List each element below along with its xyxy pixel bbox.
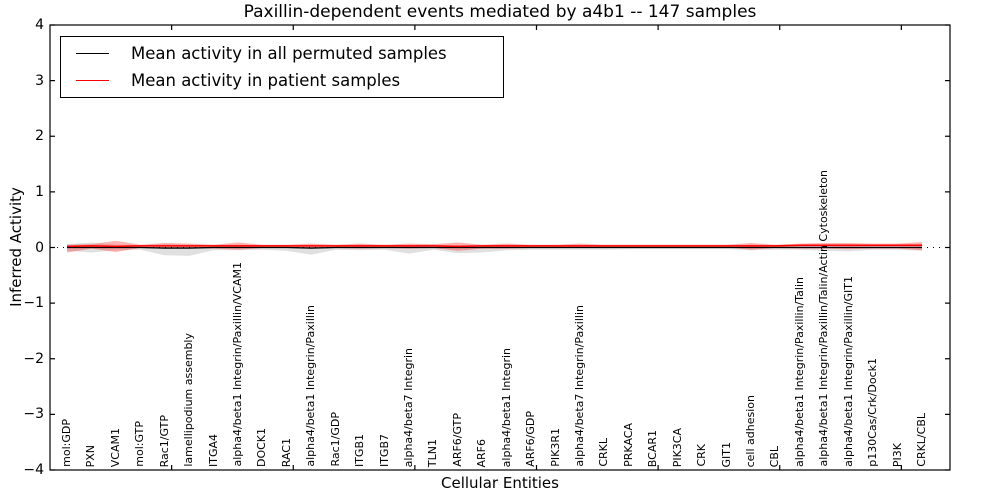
y-tick-label: 2 [35, 128, 44, 145]
y-tick-label: −2 [23, 350, 44, 367]
x-tick-label: CRKL [597, 438, 611, 467]
x-tick-label: mol:GTP [133, 421, 147, 467]
x-tick-label: CRK [695, 444, 709, 467]
y-tick-label: −1 [23, 295, 44, 312]
band [67, 240, 922, 253]
x-tick-label: PXN [84, 444, 98, 467]
x-tick-label: PIK3R1 [548, 428, 562, 467]
x-tick-label: alpha4/beta1 Integrin/Paxillin [304, 305, 318, 467]
x-tick-label: lamellipodium assembly [182, 333, 196, 467]
x-tick-label: GIT1 [719, 441, 733, 468]
x-tick-label: PIK3CA [670, 427, 684, 467]
legend-item-permuted: Mean activity in all permuted samples [61, 44, 503, 63]
x-tick-label: ITGA4 [206, 433, 220, 467]
x-tick-label: alpha4/beta7 Integrin/Paxillin [573, 305, 586, 467]
legend-label: Mean activity in patient samples [131, 70, 401, 90]
x-tick-label: alpha4/beta1 Integrin/Paxillin/GIT1 [841, 276, 855, 467]
x-tick-label: Rac1/GTP [157, 414, 171, 467]
x-axis-label: Cellular Entities [441, 474, 559, 492]
x-tick-label: ITGB7 [377, 433, 391, 467]
x-tick-label: alpha4/beta1 Integrin/Paxillin/Talin/Act… [817, 170, 831, 467]
x-tick-label: PRKACA [621, 423, 635, 467]
y-tick-label: 4 [35, 17, 44, 33]
legend: Mean activity in all permuted samples Me… [60, 36, 504, 98]
legend-label: Mean activity in all permuted samples [131, 44, 447, 64]
x-tick-label: cell adhesion [744, 394, 757, 467]
x-tick-label: ARF6/GTP [450, 413, 464, 467]
x-tick-label: alpha4/beta1 Integrin [499, 347, 513, 467]
x-tick-label: DOCK1 [255, 427, 269, 467]
x-tick-label: RAC1 [279, 437, 293, 467]
legend-item-patient: Mean activity in patient samples [61, 71, 503, 90]
x-tick-label: BCAR1 [646, 429, 660, 467]
chart-title: Paxillin-dependent events mediated by a4… [243, 2, 757, 22]
x-tick-label: alpha4/beta1 Integrin/Paxillin/Talin [792, 276, 806, 467]
permuted-line-sample [76, 53, 109, 55]
patient-mean-line [66, 244, 922, 248]
x-tick-label: Rac1/GDP [328, 412, 342, 467]
x-tick-label: alpha4/beta1 Integrin/Paxillin/VCAM1 [231, 262, 244, 467]
x-tick-label: p130Cas/Crk/Dock1 [866, 358, 880, 467]
x-tick-label: TLN1 [426, 438, 440, 467]
x-tick-label: CBL [768, 445, 782, 467]
x-tick-label: mol:GDP [60, 419, 73, 467]
x-tick-label: ARF6 [475, 438, 489, 468]
x-tick-label: CRKL/CBL [915, 413, 928, 467]
x-tick-label: alpha4/beta7 Integrin [402, 347, 415, 467]
x-tick-label: VCAM1 [108, 427, 122, 467]
x-tick-label: PI3K [890, 442, 904, 467]
permuted-mean-line [67, 246, 922, 249]
y-tick-label: −4 [23, 462, 44, 478]
y-tick-label: 3 [35, 72, 44, 89]
patient-line-sample [76, 79, 109, 81]
x-tick-label: ARF6/GDP [524, 411, 538, 467]
y-tick-label: 0 [35, 239, 44, 256]
x-tick-label: ITGB1 [353, 433, 367, 467]
y-tick-label: 1 [35, 183, 44, 200]
y-tick-label: −3 [23, 406, 44, 423]
